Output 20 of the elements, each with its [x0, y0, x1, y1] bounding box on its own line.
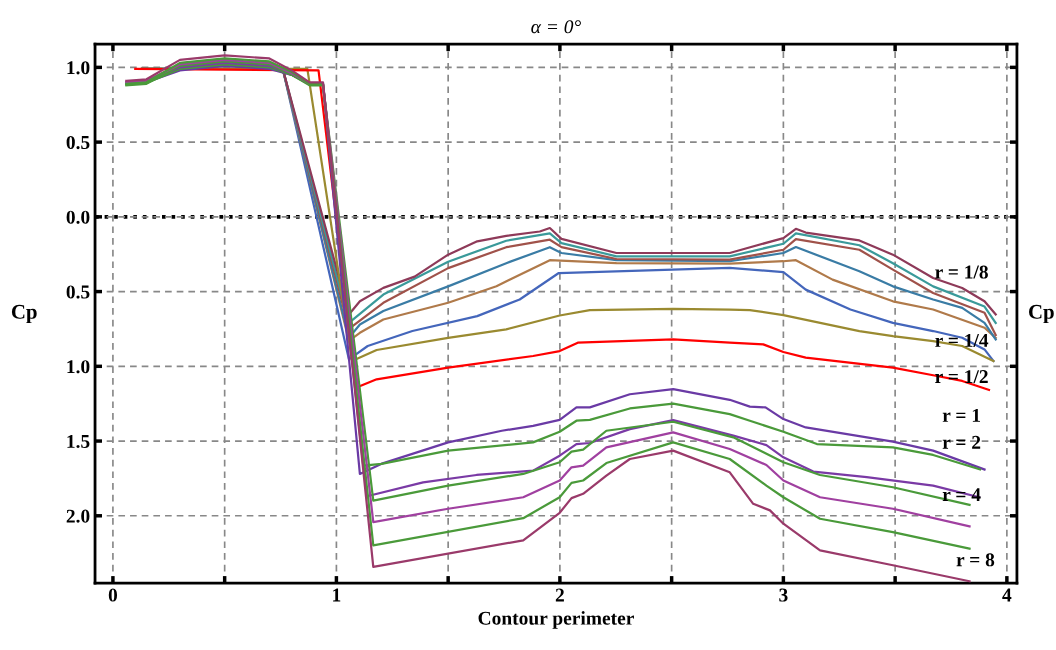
x-axis-title: Contour perimeter: [478, 611, 634, 629]
y2-axis-title: Cp: [1029, 304, 1054, 324]
y-tick-label: 1.0: [67, 360, 90, 374]
annotation: r = 1/8: [935, 265, 988, 279]
x-tick-label: 2: [555, 588, 564, 602]
y-tick-label: 0.5: [66, 135, 90, 150]
y-axis-title: Cp: [11, 304, 37, 324]
annotation: r = 1: [942, 408, 981, 422]
chart-title: α = 0°: [531, 20, 581, 34]
x-tick-label: 3: [779, 588, 788, 602]
y-tick-label: 0.5: [66, 285, 90, 299]
x-tick-label: 0: [108, 588, 118, 602]
annotation: r = 8: [956, 553, 995, 567]
annotation: r = 2: [942, 435, 981, 449]
y-tick-label: 2.0: [66, 509, 90, 523]
y-tick-label: 1.0: [67, 61, 90, 75]
x-tick-label: 4: [1002, 588, 1012, 602]
x-tick-label: 1: [333, 588, 341, 602]
y-tick-label: 1.5: [67, 434, 90, 449]
y-tick-label: 0.0: [66, 210, 90, 224]
